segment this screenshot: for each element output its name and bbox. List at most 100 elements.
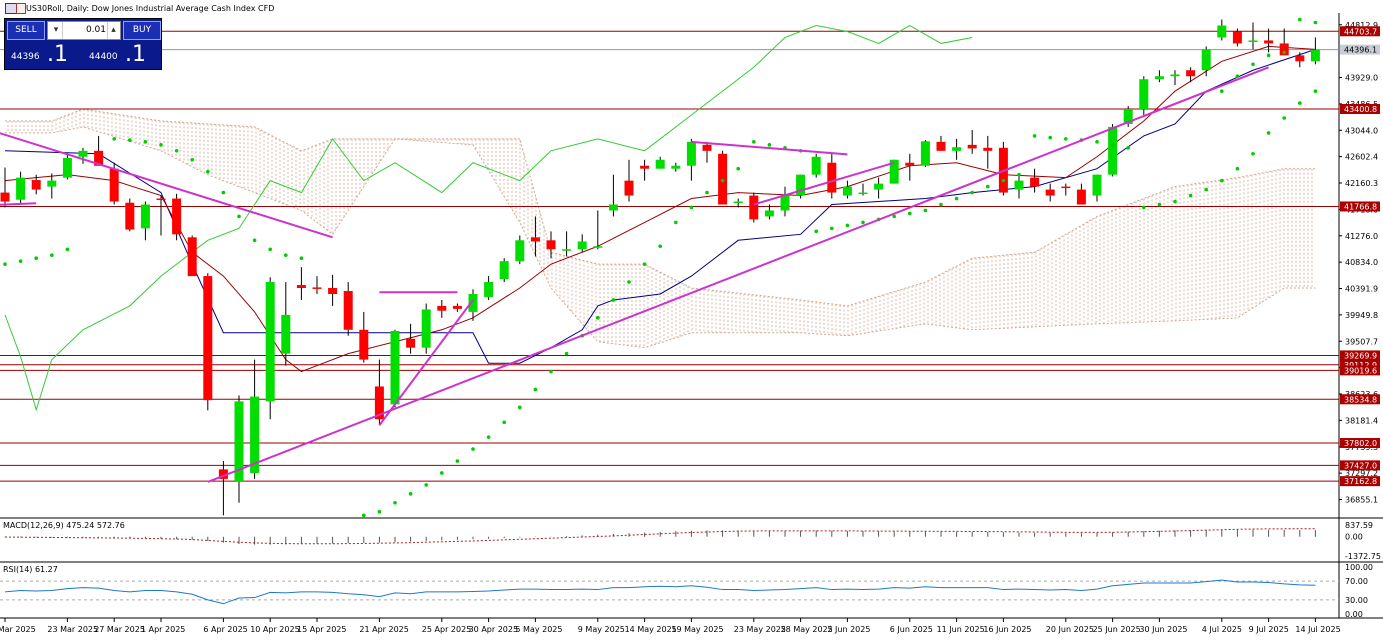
sar-dot bbox=[689, 205, 694, 210]
candle-body bbox=[406, 338, 416, 348]
candle-body bbox=[437, 305, 447, 311]
sar-dot bbox=[1282, 50, 1286, 55]
candle-body bbox=[702, 144, 712, 151]
price-tag-label: 38534.8 bbox=[1344, 395, 1377, 404]
sar-dot bbox=[1251, 151, 1255, 156]
candle-body bbox=[296, 285, 306, 289]
sar-dot bbox=[377, 509, 382, 514]
candle-body bbox=[1201, 49, 1211, 71]
sar-dot bbox=[1048, 135, 1052, 140]
x-tick-label: 9 Jul 2025 bbox=[1249, 625, 1289, 634]
x-tick-label: 20 Jun 2025 bbox=[1046, 625, 1094, 634]
x-tick-label: 25 Apr 2025 bbox=[422, 625, 471, 634]
candle-body bbox=[655, 159, 665, 169]
sar-dot bbox=[1142, 205, 1146, 210]
chart-title: US30Roll, Daily: Dow Jones Industrial Av… bbox=[26, 4, 275, 13]
rsi-tick-label: 0.00 bbox=[1345, 610, 1363, 619]
lot-size-input[interactable]: ▾ 0.01 ▴ bbox=[47, 21, 121, 40]
candle-body bbox=[1014, 180, 1024, 190]
y-tick-label: 42602.4 bbox=[1345, 153, 1378, 162]
rsi-tick-label: 70.00 bbox=[1345, 577, 1368, 586]
x-tick-label: 30 Apr 2025 bbox=[469, 625, 518, 634]
candle-body bbox=[874, 183, 884, 190]
candle-body bbox=[515, 240, 525, 262]
candle-body bbox=[546, 240, 556, 250]
candle-body bbox=[1154, 76, 1164, 80]
candle-body bbox=[484, 282, 494, 297]
sell-button[interactable]: SELL bbox=[7, 21, 45, 40]
sar-dot bbox=[1220, 89, 1224, 93]
x-tick-label: 23 May 2025 bbox=[734, 625, 786, 634]
sar-dot bbox=[611, 298, 616, 302]
sar-dot bbox=[1188, 193, 1193, 198]
candle-body bbox=[1139, 79, 1149, 110]
candle-body bbox=[374, 386, 384, 420]
candle-body bbox=[343, 291, 353, 330]
sar-dot bbox=[861, 220, 865, 225]
sar-dot bbox=[1313, 89, 1318, 93]
trendline bbox=[0, 202, 37, 206]
sell-price[interactable]: 44396 .1 bbox=[7, 41, 81, 67]
x-tick-label: 23 Mar 2025 bbox=[47, 625, 98, 634]
price-tag-label: 44396.1 bbox=[1344, 46, 1377, 55]
candle-body bbox=[250, 396, 260, 473]
candle-body bbox=[94, 150, 104, 166]
candle-body bbox=[125, 202, 135, 230]
x-tick-label: 14 Jul 2025 bbox=[1295, 625, 1340, 634]
sar-dot bbox=[206, 169, 210, 174]
candle-body bbox=[1076, 189, 1086, 205]
price-tag-label: 41766.8 bbox=[1344, 202, 1377, 211]
sar-dot bbox=[1235, 74, 1240, 79]
sar-dot bbox=[736, 166, 740, 171]
price-tag-box bbox=[1340, 365, 1380, 376]
chevron-up-icon[interactable]: ▴ bbox=[107, 22, 119, 39]
buy-button[interactable]: BUY bbox=[123, 21, 161, 40]
sar-dot bbox=[1032, 134, 1037, 138]
sar-dot bbox=[393, 500, 397, 505]
sar-dot bbox=[986, 184, 990, 189]
candle-body bbox=[1279, 43, 1289, 56]
price-tag-label: 37162.8 bbox=[1344, 477, 1377, 486]
price-tag-box bbox=[1340, 438, 1380, 449]
x-tick-label: 1 Apr 2025 bbox=[141, 625, 185, 634]
buy-price[interactable]: 44400 .1 bbox=[85, 41, 159, 67]
sar-dot bbox=[1220, 178, 1224, 183]
macd-tick-label: 0.00 bbox=[1345, 533, 1363, 542]
x-tick-label: 11 Jun 2025 bbox=[937, 625, 985, 634]
sar-dot bbox=[112, 137, 116, 141]
sar-dot bbox=[908, 211, 912, 216]
candle-body bbox=[203, 276, 213, 401]
candle-body bbox=[281, 314, 291, 354]
sell-price-big: .1 bbox=[47, 42, 68, 67]
trendline bbox=[378, 299, 474, 426]
candle-body bbox=[889, 159, 899, 184]
candle-body bbox=[62, 157, 72, 178]
candle-body bbox=[31, 180, 41, 190]
candle-body bbox=[78, 150, 88, 157]
sar-dot bbox=[486, 435, 491, 439]
candle-body bbox=[967, 144, 977, 149]
macd-signal-line bbox=[4, 528, 1316, 545]
rsi-tick-label: 30.00 bbox=[1345, 596, 1368, 605]
price-tag-box bbox=[1340, 359, 1380, 370]
price-tag-box bbox=[1340, 350, 1380, 361]
rsi-label: RSI(14) 61.27 bbox=[3, 565, 58, 574]
sar-dot bbox=[18, 259, 23, 263]
candle-body bbox=[1092, 174, 1102, 196]
sar-dot bbox=[1126, 146, 1130, 150]
candle-body bbox=[608, 204, 618, 211]
sar-dot bbox=[596, 316, 600, 320]
candle-body bbox=[328, 288, 338, 294]
candle-body bbox=[858, 192, 868, 195]
sar-dot bbox=[1266, 131, 1271, 135]
sar-dot bbox=[954, 196, 959, 201]
candle-body bbox=[1310, 49, 1320, 62]
sar-dot bbox=[564, 351, 569, 356]
sar-dot bbox=[34, 256, 38, 260]
y-tick-label: 40391.9 bbox=[1345, 285, 1378, 294]
cloud-span-a bbox=[5, 126, 1316, 349]
chevron-down-icon[interactable]: ▾ bbox=[50, 22, 63, 39]
sar-dot bbox=[299, 256, 304, 260]
y-tick-label: 40834.0 bbox=[1345, 258, 1378, 267]
